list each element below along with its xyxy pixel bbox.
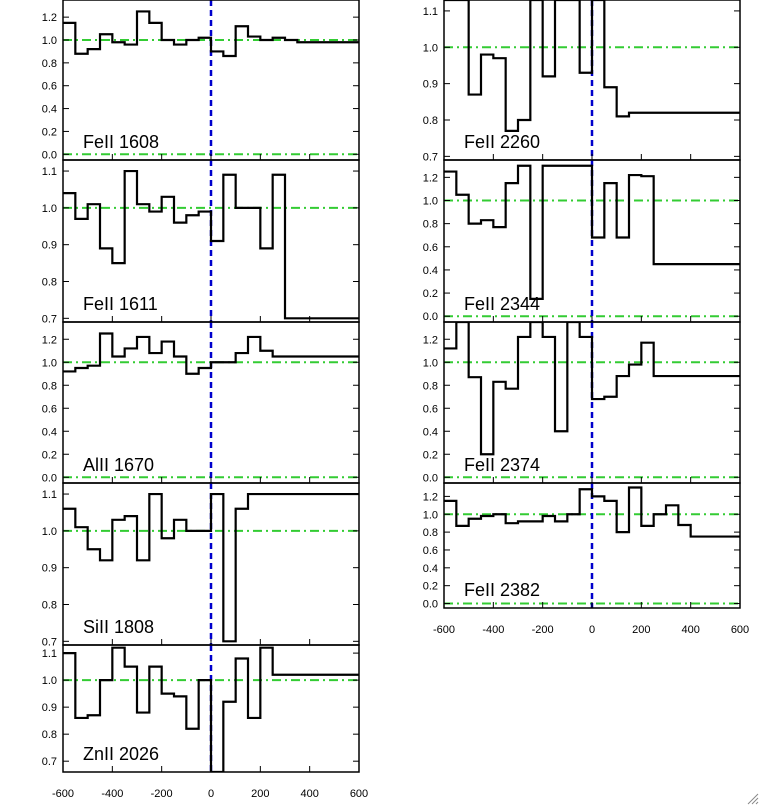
- y-tick-label: 0.9: [42, 240, 57, 252]
- y-tick-label: 1.1: [423, 6, 438, 18]
- panel-label: FeII 1611: [83, 294, 158, 314]
- y-tick-label: 0.9: [423, 79, 438, 91]
- x-tick-label: -200: [151, 788, 173, 800]
- y-tick-label: 0.2: [42, 449, 57, 461]
- spectrum-panel: 0.0 0.2 0.4 0.6 0.8 1.0 1.2 AlII 1670: [42, 321, 360, 484]
- y-tick-label: 1.0: [423, 42, 438, 54]
- panel-label: FeII 2344: [464, 294, 540, 314]
- x-tick-label: 400: [300, 788, 318, 800]
- x-tick-label: 200: [632, 624, 650, 636]
- x-tick-label: -200: [532, 624, 554, 636]
- resize-grip-icon[interactable]: [745, 791, 759, 805]
- y-tick-label: 0.2: [423, 581, 438, 593]
- spectrum-panel: 0.7 0.8 0.9 1.0 1.1 SiII 1808: [42, 482, 360, 648]
- y-tick-label: 1.1: [42, 166, 57, 178]
- y-tick-label: 0.4: [42, 104, 57, 116]
- y-tick-label: 1.0: [42, 357, 57, 369]
- x-tick-label: 200: [251, 788, 269, 800]
- y-tick-label: 1.0: [423, 509, 438, 521]
- spectrum-step-line: [444, 0, 740, 133]
- y-tick-label: 0.8: [423, 219, 438, 231]
- y-tick-label: 0.4: [423, 426, 438, 438]
- y-tick-label: 0.6: [423, 242, 438, 254]
- panel-label: FeII 2382: [464, 580, 540, 600]
- y-tick-label: 0.8: [423, 527, 438, 539]
- y-tick-label: 0.9: [42, 702, 57, 714]
- y-tick-label: 0.8: [42, 277, 57, 289]
- x-tick-label: 600: [731, 624, 749, 636]
- panel-label: AlII 1670: [83, 455, 154, 475]
- x-tick-label: 600: [350, 788, 368, 800]
- y-tick-label: 0.8: [42, 58, 57, 70]
- x-tick-label: 0: [589, 624, 595, 636]
- spectrum-step-line: [63, 10, 359, 58]
- y-tick-label: 0.7: [42, 313, 57, 325]
- y-tick-label: 0.8: [42, 729, 57, 741]
- spectrum-panel: 0.0 0.2 0.4 0.6 0.8 1.0 1.2 FeII 2374: [423, 321, 741, 484]
- y-tick-label: 1.1: [42, 648, 57, 660]
- y-tick-label: 1.2: [423, 491, 438, 503]
- y-tick-label: 1.0: [42, 35, 57, 47]
- y-tick-label: 0.9: [42, 563, 57, 575]
- spectrum-panel: 0.0 0.2 0.4 0.6 0.8 1.0 1.2 FeII 1608: [42, 0, 360, 161]
- y-tick-label: 0.4: [423, 265, 438, 277]
- y-tick-label: 1.1: [42, 489, 57, 501]
- spectrum-step-line: [63, 169, 359, 320]
- y-tick-label: 0.6: [423, 403, 438, 415]
- panel-label: SiII 1808: [83, 617, 154, 637]
- x-tick-label: -600: [52, 788, 74, 800]
- y-tick-label: 1.0: [42, 203, 57, 215]
- y-tick-label: 0.7: [423, 151, 438, 163]
- y-tick-label: 1.2: [423, 334, 438, 346]
- y-tick-label: 0.0: [42, 472, 57, 484]
- y-tick-label: 1.2: [423, 172, 438, 184]
- y-tick-label: 0.4: [423, 563, 438, 575]
- spectrum-panel: 0.0 0.2 0.4 0.6 0.8 1.0 1.2 FeII 2344: [423, 159, 741, 323]
- y-tick-label: 0.8: [423, 380, 438, 392]
- y-tick-label: 0.7: [42, 756, 57, 768]
- x-tick-label: 400: [681, 624, 699, 636]
- spectrum-panel: 0.7 0.8 0.9 1.0 1.1 FeII 1611: [42, 159, 360, 325]
- spectrum-step-line: [63, 332, 359, 375]
- y-tick-label: 1.0: [423, 196, 438, 208]
- x-tick-label: -400: [101, 788, 123, 800]
- y-tick-label: 0.2: [423, 288, 438, 300]
- x-tick-label: -400: [482, 624, 504, 636]
- panel-label: ZnII 2026: [83, 744, 159, 764]
- y-tick-label: 1.2: [42, 334, 57, 346]
- x-tick-label: -600: [433, 624, 455, 636]
- y-tick-label: 0.7: [42, 636, 57, 648]
- y-tick-label: 0.6: [423, 545, 438, 557]
- y-tick-label: 0.2: [42, 126, 57, 138]
- spectrum-panel: 0.0 0.2 0.4 0.6 0.8 1.0 1.2 -600 -400 -200 0 200 400…: [423, 482, 749, 636]
- y-tick-label: 0.8: [423, 115, 438, 127]
- y-tick-label: 0.2: [423, 449, 438, 461]
- panel-label: FeII 2260: [464, 132, 540, 152]
- y-tick-label: 0.0: [423, 472, 438, 484]
- y-tick-label: 0.0: [423, 599, 438, 611]
- y-tick-label: 1.0: [423, 357, 438, 369]
- spectrum-step-line: [444, 164, 740, 300]
- spectrum-panel: 0.7 0.8 0.9 1.0 1.1 FeII 2260: [423, 0, 741, 163]
- spectrum-step-line: [63, 492, 359, 643]
- y-tick-label: 1.2: [42, 12, 57, 24]
- y-tick-label: 0.0: [42, 149, 57, 161]
- panel-label: FeII 2374: [464, 455, 540, 475]
- spectrum-step-line: [63, 646, 359, 772]
- spectrum-panel: 0.7 0.8 0.9 1.0 1.1 -600 -400 -200 0 200 400 600 ZnI…: [42, 644, 368, 800]
- y-tick-label: 1.0: [42, 526, 57, 538]
- y-tick-label: 0.6: [42, 81, 57, 93]
- y-tick-label: 0.8: [42, 380, 57, 392]
- y-tick-label: 0.4: [42, 426, 57, 438]
- y-tick-label: 0.6: [42, 403, 57, 415]
- spectrum-step-line: [444, 322, 740, 456]
- panel-label: FeII 1608: [83, 132, 159, 152]
- spectrum-step-line: [444, 486, 740, 538]
- y-tick-label: 0.0: [423, 311, 438, 323]
- y-tick-label: 1.0: [42, 675, 57, 687]
- y-tick-label: 0.8: [42, 600, 57, 612]
- x-tick-label: 0: [208, 788, 214, 800]
